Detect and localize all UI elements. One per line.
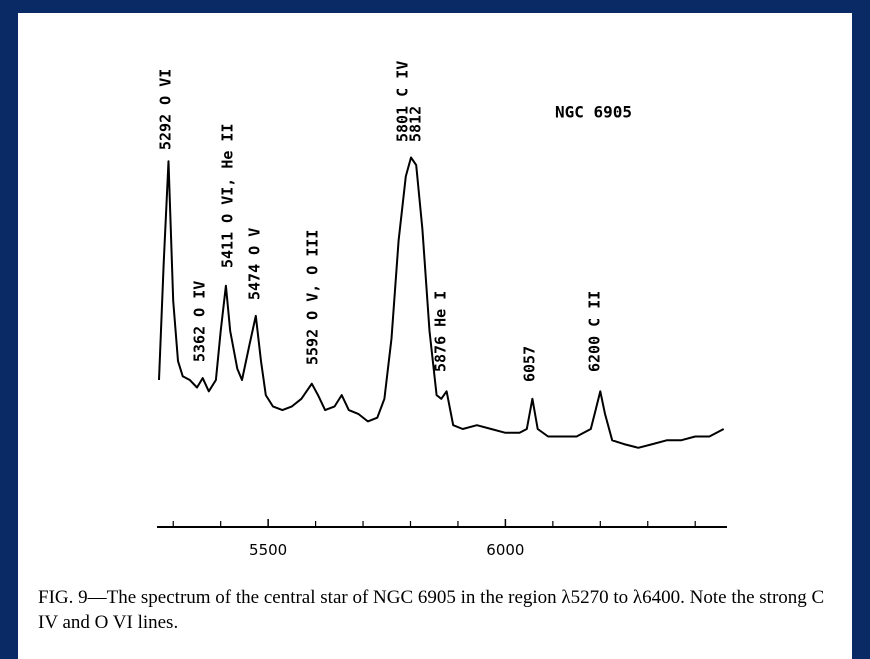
line-annotation: 6057: [521, 346, 539, 382]
chart-label: NGC 6905: [555, 103, 632, 122]
line-annotation: 5876 He I: [432, 291, 450, 372]
x-tick-label: 6000: [486, 541, 524, 559]
line-annotation: 5292 O VI: [157, 69, 175, 150]
line-annotation: 5474 O V: [246, 228, 264, 300]
line-annotation: 5411 O VI, He II: [219, 124, 237, 269]
chart: NGC 6905 5500 6000 5292 O VI 5362 O IV 5411 …: [157, 61, 727, 559]
x-tick-label: 5500: [249, 541, 287, 559]
caption: FIG. 9—The spectrum of the central star …: [38, 587, 825, 633]
line-annotation: 6200 C II: [586, 291, 604, 372]
line-annotation: 5801 C IV: [394, 61, 412, 142]
line-annotation: 5812: [407, 106, 425, 142]
line-annotation: 5592 O V, O III: [304, 230, 322, 365]
slide-panel: [18, 13, 852, 659]
spectrum-line: [158, 156, 725, 449]
line-annotation: 5362 O IV: [191, 281, 209, 362]
